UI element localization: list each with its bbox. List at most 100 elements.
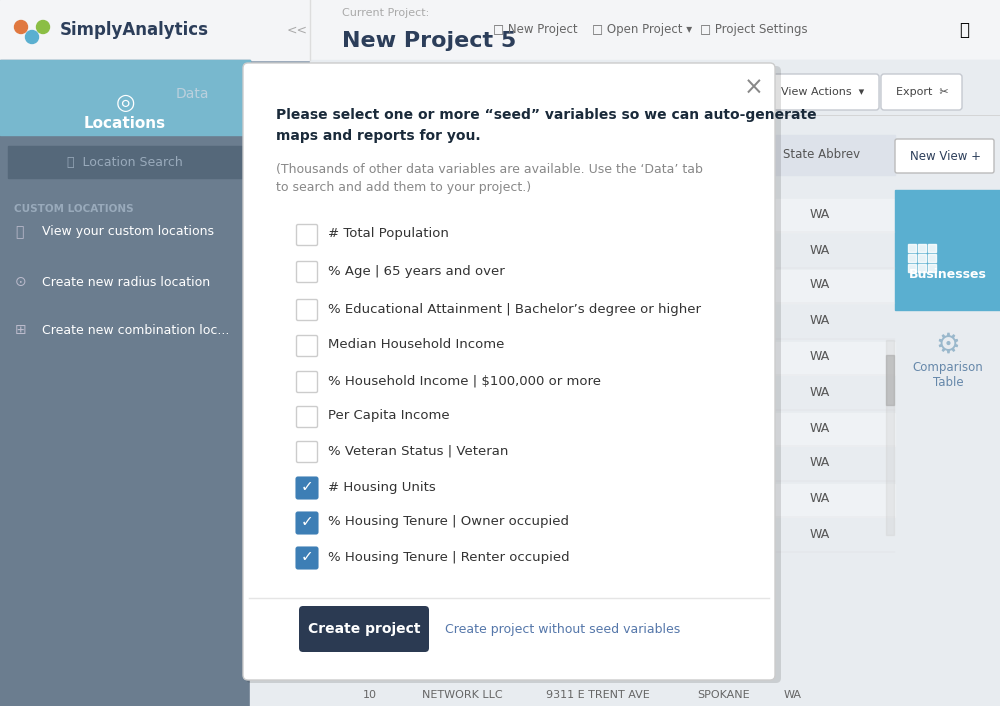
- Circle shape: [36, 20, 50, 33]
- Text: % Age | 65 years and over: % Age | 65 years and over: [328, 265, 505, 277]
- Text: WA: WA: [810, 457, 830, 469]
- Text: ⊞: ⊞: [15, 323, 27, 337]
- Bar: [760, 60, 1000, 706]
- FancyBboxPatch shape: [296, 335, 318, 357]
- Text: Create new radius location: Create new radius location: [42, 275, 210, 289]
- FancyBboxPatch shape: [296, 371, 318, 393]
- Text: ✓: ✓: [301, 515, 313, 530]
- FancyBboxPatch shape: [765, 74, 879, 110]
- Text: WA: WA: [810, 208, 830, 220]
- Bar: [760, 519, 895, 552]
- Text: Export  ✂: Export ✂: [896, 87, 948, 97]
- FancyBboxPatch shape: [881, 74, 962, 110]
- Text: State Abbrev: State Abbrev: [783, 148, 861, 162]
- Bar: [0, 60, 250, 135]
- Text: SPOKANE: SPOKANE: [698, 690, 750, 700]
- Bar: [895, 190, 1000, 310]
- Text: Create new combination loc...: Create new combination loc...: [42, 323, 229, 337]
- Text: Current Project:: Current Project:: [342, 8, 429, 18]
- Circle shape: [26, 30, 38, 44]
- Bar: [886, 340, 894, 535]
- Bar: [250, 676, 760, 706]
- Bar: [310, 60, 1000, 115]
- Text: SimplyAnalytics: SimplyAnalytics: [60, 21, 209, 39]
- Text: 9311 E TRENT AVE: 9311 E TRENT AVE: [546, 690, 650, 700]
- Text: □ New Project: □ New Project: [493, 23, 578, 37]
- Text: View your custom locations: View your custom locations: [42, 225, 214, 239]
- Text: WA: WA: [810, 527, 830, 541]
- Bar: [918, 244, 926, 252]
- Text: Businesses: Businesses: [909, 268, 987, 282]
- Text: % Housing Tenure | Owner occupied: % Housing Tenure | Owner occupied: [328, 515, 569, 529]
- Text: % Veteran Status | Veteran: % Veteran Status | Veteran: [328, 445, 508, 457]
- FancyBboxPatch shape: [296, 225, 318, 246]
- Text: Create project without seed variables: Create project without seed variables: [445, 623, 680, 635]
- Text: New View +: New View +: [910, 150, 980, 162]
- Bar: [0, 60, 250, 706]
- FancyBboxPatch shape: [296, 407, 318, 428]
- Bar: [918, 254, 926, 262]
- Text: # Housing Units: # Housing Units: [328, 481, 436, 493]
- Text: WA: WA: [810, 493, 830, 505]
- Bar: [760, 342, 895, 375]
- Text: maps and reports for you.: maps and reports for you.: [276, 129, 481, 143]
- Text: CUSTOM LOCATIONS: CUSTOM LOCATIONS: [14, 204, 134, 214]
- Bar: [250, 135, 760, 175]
- Text: WA: WA: [810, 385, 830, 398]
- FancyBboxPatch shape: [246, 66, 781, 683]
- Text: WA: WA: [810, 278, 830, 292]
- Text: 10: 10: [363, 690, 377, 700]
- Text: 🔍  Location Search: 🔍 Location Search: [67, 155, 183, 169]
- FancyBboxPatch shape: [296, 261, 318, 282]
- Text: ✓: ✓: [301, 549, 313, 565]
- FancyBboxPatch shape: [296, 477, 318, 498]
- Text: ◎: ◎: [115, 93, 135, 113]
- Bar: [918, 264, 926, 272]
- Text: WA: WA: [810, 350, 830, 364]
- Text: # Total Population: # Total Population: [328, 227, 449, 241]
- Text: Data: Data: [175, 87, 209, 101]
- Bar: [928, 264, 936, 272]
- Text: Locations: Locations: [84, 116, 166, 131]
- Text: Create project: Create project: [308, 622, 420, 636]
- Circle shape: [14, 20, 28, 33]
- FancyBboxPatch shape: [296, 513, 318, 534]
- Text: New Project 5: New Project 5: [342, 31, 516, 51]
- Text: ×: ×: [744, 76, 764, 100]
- Text: 🔔: 🔔: [959, 21, 969, 39]
- Bar: [760, 235, 895, 268]
- Text: WA: WA: [784, 690, 802, 700]
- FancyBboxPatch shape: [296, 299, 318, 321]
- Text: WA: WA: [810, 244, 830, 256]
- FancyBboxPatch shape: [895, 139, 994, 173]
- Bar: [8, 146, 242, 178]
- FancyBboxPatch shape: [299, 606, 429, 652]
- Bar: [928, 244, 936, 252]
- Bar: [0, 0, 1000, 60]
- Text: View Actions  ▾: View Actions ▾: [781, 87, 865, 97]
- Text: ⚙: ⚙: [936, 331, 960, 359]
- Bar: [908, 244, 916, 252]
- Bar: [760, 377, 895, 410]
- Text: WA: WA: [810, 314, 830, 328]
- Text: % Housing Tenure | Renter occupied: % Housing Tenure | Renter occupied: [328, 551, 570, 563]
- Text: <<: <<: [287, 23, 308, 37]
- Bar: [760, 306, 895, 339]
- Text: Please select one or more “seed” variables so we can auto-generate: Please select one or more “seed” variabl…: [276, 108, 817, 122]
- FancyBboxPatch shape: [296, 441, 318, 462]
- Bar: [928, 254, 936, 262]
- Text: Median Household Income: Median Household Income: [328, 338, 504, 352]
- Text: ✓: ✓: [301, 479, 313, 494]
- Bar: [760, 484, 895, 517]
- Text: 👤: 👤: [15, 225, 23, 239]
- Bar: [886, 355, 894, 405]
- Text: Comparison
Table: Comparison Table: [913, 361, 983, 389]
- Bar: [908, 254, 916, 262]
- Bar: [760, 270, 895, 303]
- Text: % Educational Attainment | Bachelor’s degree or higher: % Educational Attainment | Bachelor’s de…: [328, 302, 701, 316]
- Text: ⊙: ⊙: [15, 275, 27, 289]
- Bar: [908, 264, 916, 272]
- FancyBboxPatch shape: [296, 547, 318, 568]
- Text: % Household Income | $100,000 or more: % Household Income | $100,000 or more: [328, 374, 601, 388]
- FancyBboxPatch shape: [243, 63, 775, 680]
